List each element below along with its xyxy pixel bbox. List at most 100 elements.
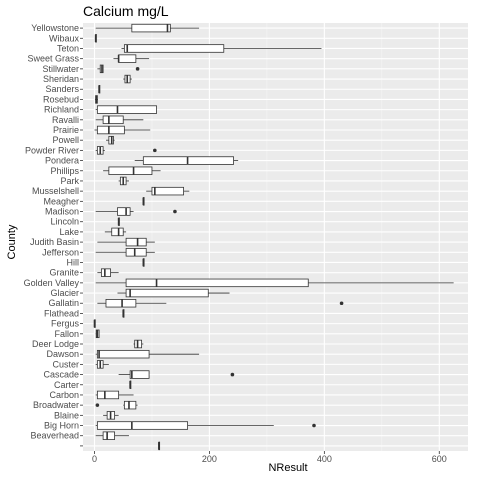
y-tick-label: Sheridan (43, 74, 79, 84)
outlier-point (173, 209, 177, 214)
y-tick-label: Flathead (44, 308, 79, 318)
box-fergus (93, 319, 96, 328)
y-tick-label: Yellowstone (31, 23, 79, 33)
box-custer (95, 360, 109, 369)
box-fallon (95, 329, 100, 339)
iqr-box (125, 278, 309, 288)
x-tick-label: 400 (317, 454, 332, 464)
box-blaine (103, 411, 119, 420)
outlier-point (135, 67, 140, 71)
box-yellowstone (95, 23, 200, 33)
y-tick-label: Phillips (50, 166, 79, 176)
box-big-horn (95, 421, 316, 430)
box-phillips (103, 166, 161, 175)
iqr-box (125, 288, 209, 298)
y-tick-label: Fergus (51, 319, 80, 329)
x-tick-label: 0 (92, 454, 97, 464)
box-musselshell (146, 186, 190, 196)
y-tick-label: Sanders (45, 84, 79, 94)
iqr-box (118, 54, 137, 63)
y-tick-label: Pondera (45, 156, 79, 166)
y-tick-label: Cascade (43, 370, 79, 380)
box-granite (97, 268, 119, 277)
y-axis-title: County (6, 224, 18, 260)
box-gallatin (97, 299, 344, 308)
iqr-box (125, 248, 147, 257)
box-sweet-grass (113, 54, 150, 63)
y-tick-label: Park (60, 176, 79, 186)
box-powell (105, 135, 115, 145)
box-beaverhead (95, 431, 129, 440)
x-tick-label: 200 (202, 454, 217, 464)
iqr-box (102, 115, 124, 125)
box-unlabeled (158, 441, 161, 451)
iqr-box (105, 299, 137, 308)
y-tick-label: Ravalli (52, 115, 79, 125)
y-tick-label: Teton (57, 43, 79, 53)
y-tick-label: Sweet Grass (27, 54, 79, 64)
box-wibaux (94, 34, 97, 43)
box-prairie (94, 125, 151, 135)
outlier-point (339, 301, 344, 306)
iqr-box (131, 23, 171, 33)
iqr-box (123, 44, 225, 53)
boxes (93, 23, 454, 451)
box-flathead (122, 309, 125, 318)
iqr-box (96, 105, 157, 114)
box-pondera (134, 156, 239, 165)
y-tick-label: Stillwater (42, 64, 79, 74)
box-madison (95, 207, 177, 216)
y-tick-label: Custer (52, 359, 79, 369)
y-tick-label: Lincoln (50, 217, 79, 227)
box-carbon (95, 390, 134, 400)
y-tick-label: Glacier (50, 288, 79, 298)
x-tick-label: 600 (432, 454, 447, 464)
x-axis-title: NResult (268, 462, 308, 474)
y-tick-label: Lake (59, 227, 79, 237)
iqr-box (123, 400, 137, 410)
box-cascade (118, 370, 235, 379)
y-tick-label: Powder River (25, 145, 79, 155)
iqr-box (108, 166, 153, 175)
plot-panel (83, 23, 468, 451)
y-tick-label: Dawson (46, 349, 79, 359)
y-tick-label: Broadwater (33, 400, 79, 410)
y-tick-label: Blaine (54, 410, 79, 420)
box-jefferson (95, 248, 155, 257)
y-tick-label: Granite (49, 268, 79, 278)
y-tick-label: Carbon (49, 390, 79, 400)
y-tick-label: Fallon (54, 329, 79, 339)
outlier-point (312, 423, 316, 428)
y-tick-label: Jefferson (42, 247, 79, 257)
box-lake (104, 227, 127, 237)
iqr-box (96, 349, 150, 359)
y-tick-label: Hill (67, 257, 80, 267)
iqr-box (96, 390, 120, 400)
box-lincoln (117, 217, 120, 226)
y-tick-label: Musselshell (32, 186, 79, 196)
y-tick-label: Gallatin (48, 298, 79, 308)
iqr-box (102, 431, 116, 440)
y-tick-label: Madison (45, 207, 79, 217)
box-glacier (117, 288, 230, 298)
iqr-box (117, 207, 131, 216)
x-axis: 0 200 400 600 (92, 451, 447, 464)
iqr-box (96, 421, 188, 430)
box-hill (142, 258, 145, 267)
box-golden-valley (95, 278, 454, 288)
y-tick-label: Golden Valley (24, 278, 80, 288)
box-teton (121, 44, 322, 53)
y-tick-label: Wibaux (49, 33, 80, 43)
y-tick-label: Richland (44, 105, 79, 115)
y-tick-label: Meagher (43, 196, 79, 206)
iqr-box (100, 268, 111, 277)
iqr-box (129, 370, 150, 379)
box-rosebud (95, 95, 98, 104)
y-tick-label: Judith Basin (30, 237, 79, 247)
box-dawson (95, 349, 200, 359)
outlier-point (95, 403, 100, 407)
outlier-point (230, 372, 235, 377)
y-tick-label: Prairie (53, 125, 79, 135)
box-ravalli (95, 115, 144, 125)
